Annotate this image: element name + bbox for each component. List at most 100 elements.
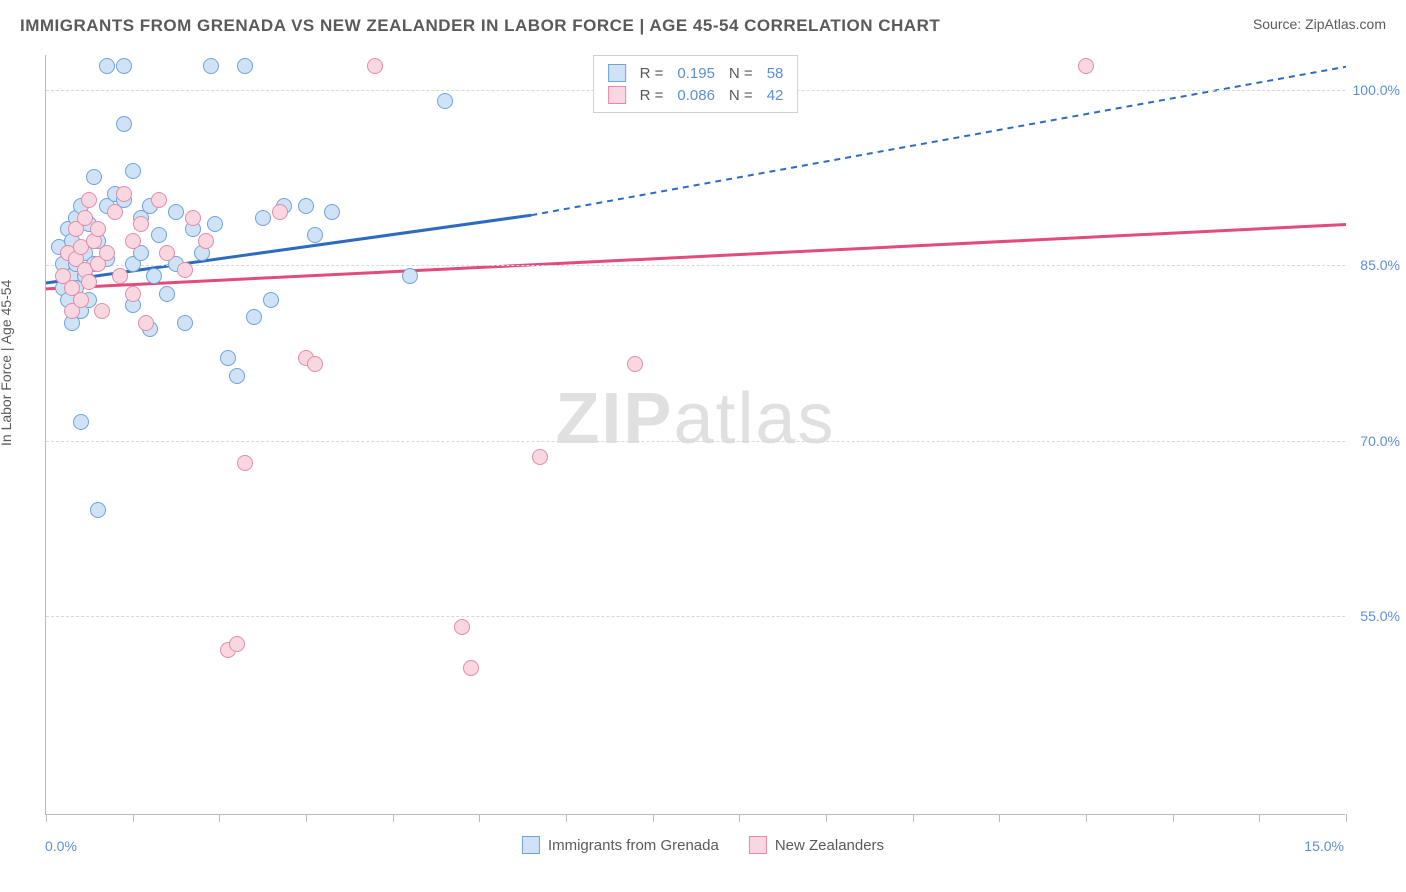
x-tick (1086, 814, 1087, 822)
scatter-point (532, 449, 548, 465)
y-tick-label: 85.0% (1360, 257, 1400, 273)
scatter-point (367, 58, 383, 74)
scatter-point (198, 233, 214, 249)
scatter-point (307, 356, 323, 372)
x-tick (826, 814, 827, 822)
scatter-point (77, 210, 93, 226)
scatter-point (185, 210, 201, 226)
x-tick (133, 814, 134, 822)
series-legend: Immigrants from Grenada New Zealanders (522, 836, 884, 854)
scatter-point (99, 58, 115, 74)
scatter-point (263, 292, 279, 308)
x-tick (999, 814, 1000, 822)
scatter-point (146, 268, 162, 284)
gridline (46, 616, 1345, 617)
n-label: N = (729, 65, 753, 82)
scatter-point (168, 204, 184, 220)
y-tick-label: 70.0% (1360, 433, 1400, 449)
scatter-point (81, 192, 97, 208)
source-credit: Source: ZipAtlas.com (1253, 16, 1386, 32)
scatter-point (107, 204, 123, 220)
x-tick (219, 814, 220, 822)
legend-series-item: New Zealanders (749, 836, 884, 854)
watermark-bold: ZIP (555, 379, 673, 459)
scatter-point (94, 303, 110, 319)
scatter-point (159, 245, 175, 261)
x-axis-min-label: 0.0% (45, 838, 77, 854)
scatter-point (237, 455, 253, 471)
legend-correlation-row: R = 0.086 N = 42 (608, 84, 784, 106)
scatter-point (1078, 58, 1094, 74)
gridline (46, 441, 1345, 442)
scatter-point (307, 227, 323, 243)
legend-correlation-row: R = 0.195 N = 58 (608, 62, 784, 84)
scatter-point (454, 619, 470, 635)
legend-series-label: Immigrants from Grenada (548, 837, 719, 854)
scatter-point (116, 58, 132, 74)
x-tick (913, 814, 914, 822)
scatter-point (112, 268, 128, 284)
scatter-point (207, 216, 223, 232)
r-value: 0.086 (677, 87, 715, 104)
x-tick (1346, 814, 1347, 822)
scatter-point (255, 210, 271, 226)
scatter-point (99, 245, 115, 261)
x-tick (1173, 814, 1174, 822)
x-tick (479, 814, 480, 822)
scatter-point (125, 233, 141, 249)
n-label: N = (729, 87, 753, 104)
x-tick (393, 814, 394, 822)
scatter-point (246, 309, 262, 325)
scatter-point (138, 315, 154, 331)
scatter-point (229, 636, 245, 652)
watermark-text: ZIPatlas (555, 378, 835, 460)
gridline (46, 265, 1345, 266)
trend-line-solid (46, 225, 1346, 289)
scatter-point (229, 368, 245, 384)
r-label: R = (640, 65, 664, 82)
scatter-point (203, 58, 219, 74)
legend-swatch (608, 64, 626, 82)
n-value: 58 (767, 65, 784, 82)
scatter-point (463, 660, 479, 676)
chart-title: IMMIGRANTS FROM GRENADA VS NEW ZEALANDER… (20, 16, 940, 36)
correlation-legend: R = 0.195 N = 58 R = 0.086 N = 42 (593, 55, 799, 113)
scatter-point (627, 356, 643, 372)
scatter-point (133, 216, 149, 232)
x-tick (1259, 814, 1260, 822)
legend-series-item: Immigrants from Grenada (522, 836, 719, 854)
legend-swatch (749, 836, 767, 854)
x-tick (566, 814, 567, 822)
y-tick-label: 100.0% (1353, 82, 1400, 98)
scatter-point (437, 93, 453, 109)
scatter-point (402, 268, 418, 284)
x-axis-max-label: 15.0% (1304, 838, 1344, 854)
scatter-point (90, 221, 106, 237)
r-value: 0.195 (677, 65, 715, 82)
x-tick (739, 814, 740, 822)
legend-swatch (522, 836, 540, 854)
scatter-point (151, 192, 167, 208)
y-axis-title: In Labor Force | Age 45-54 (0, 280, 14, 446)
scatter-point (125, 163, 141, 179)
n-value: 42 (767, 87, 784, 104)
chart-plot-area: ZIPatlas R =0.195N =58R =0.086N =42 100.… (45, 55, 1345, 815)
scatter-point (116, 186, 132, 202)
legend-series-label: New Zealanders (775, 837, 884, 854)
r-label: R = (640, 87, 664, 104)
scatter-point (237, 58, 253, 74)
scatter-point (73, 292, 89, 308)
scatter-point (220, 350, 236, 366)
scatter-point (151, 227, 167, 243)
scatter-point (177, 315, 193, 331)
scatter-point (159, 286, 175, 302)
scatter-point (116, 116, 132, 132)
scatter-point (81, 274, 97, 290)
scatter-point (90, 502, 106, 518)
x-tick (306, 814, 307, 822)
scatter-point (125, 286, 141, 302)
legend-swatch (608, 86, 626, 104)
watermark-rest: atlas (673, 379, 835, 459)
y-tick-label: 55.0% (1360, 608, 1400, 624)
scatter-point (73, 414, 89, 430)
